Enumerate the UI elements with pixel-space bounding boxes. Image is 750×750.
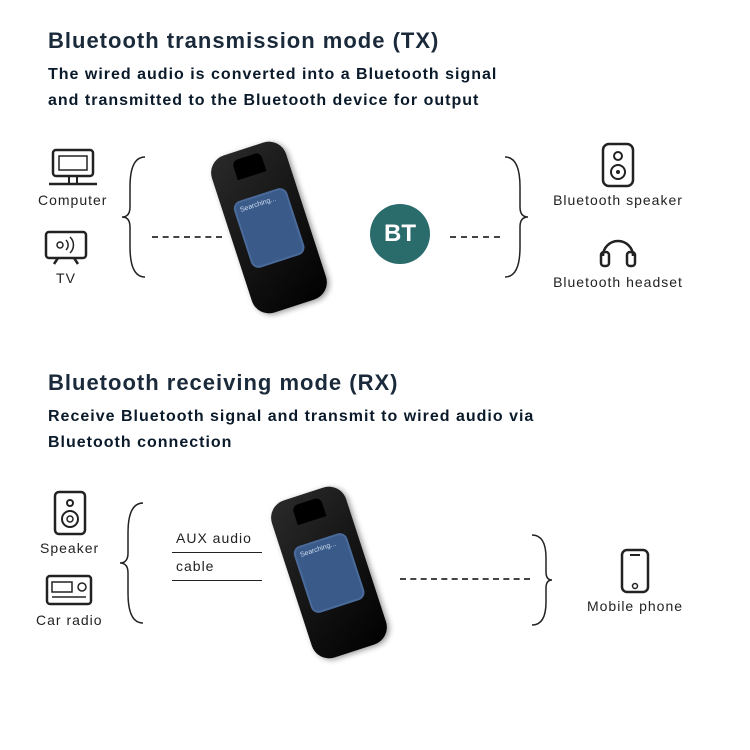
aux-underline-2: [172, 580, 262, 581]
bt-headset-label: Bluetooth headset: [548, 274, 688, 290]
speaker-icon: [53, 490, 87, 536]
rx-left-bracket: [118, 498, 148, 628]
mobile-icon: [620, 548, 650, 594]
tx-left-tv: TV: [44, 228, 88, 286]
computer-icon: [49, 148, 97, 188]
rx-dongle: Searching...: [266, 482, 391, 663]
bt-speaker-icon: [601, 142, 635, 188]
tx-right-bracket: [500, 152, 530, 282]
rx-title: Bluetooth receiving mode (RX): [48, 370, 708, 396]
aux-label-1: AUX audio: [176, 530, 252, 546]
tx-desc-1: The wired audio is converted into a Blue…: [48, 62, 708, 88]
rx-desc-2: Bluetooth connection: [48, 430, 708, 456]
mobile-label: Mobile phone: [580, 598, 690, 614]
tx-right-dash: [450, 236, 500, 238]
rx-left-carradio: Car radio: [36, 574, 103, 628]
bt-speaker-label: Bluetooth speaker: [548, 192, 688, 208]
bt-headset-icon: [597, 232, 639, 270]
tx-right-headset: Bluetooth headset: [548, 232, 688, 290]
car-radio-icon: [45, 574, 93, 608]
tx-left-dash: [152, 236, 222, 238]
tv-icon: [44, 228, 88, 266]
rx-desc-1: Receive Bluetooth signal and transmit to…: [48, 404, 708, 430]
aux-underline-1: [172, 552, 262, 553]
computer-label: Computer: [38, 192, 107, 208]
rx-right-mobile: Mobile phone: [580, 548, 690, 614]
rx-section: Bluetooth receiving mode (RX) Receive Bl…: [48, 370, 708, 455]
rx-right-dash: [400, 578, 530, 580]
aux-label-2: cable: [176, 558, 214, 574]
tx-left-computer: Computer: [38, 148, 107, 208]
speaker-label: Speaker: [40, 540, 99, 556]
tx-dongle: Searching...: [206, 137, 331, 318]
bt-circle: BT: [370, 204, 430, 264]
tv-label: TV: [56, 270, 76, 286]
car-radio-label: Car radio: [36, 612, 103, 628]
tx-right-speaker: Bluetooth speaker: [548, 142, 688, 208]
rx-right-bracket: [528, 530, 554, 630]
rx-left-speaker: Speaker: [40, 490, 99, 556]
tx-desc-2: and transmitted to the Bluetooth device …: [48, 88, 708, 114]
tx-section: Bluetooth transmission mode (TX) The wir…: [48, 28, 708, 113]
tx-title: Bluetooth transmission mode (TX): [48, 28, 708, 54]
tx-left-bracket: [120, 152, 150, 282]
